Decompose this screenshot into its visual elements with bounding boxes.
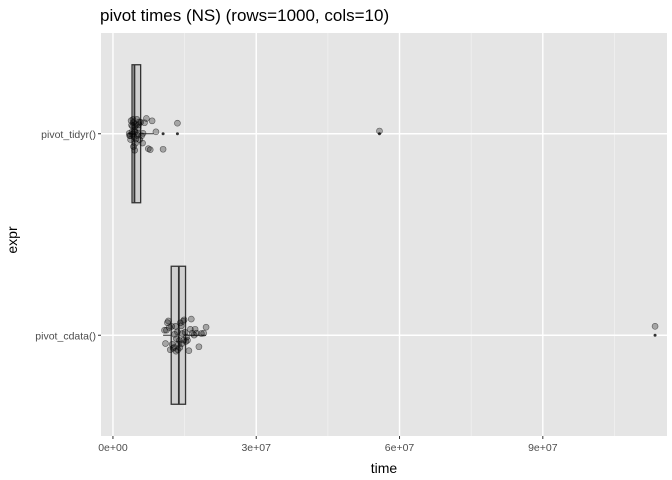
jitter-point [152, 128, 160, 136]
y-axis-title: expr [4, 226, 20, 254]
jitter-point [146, 146, 154, 154]
jitter-point [176, 344, 184, 351]
x-axis-ticks: 0e+00 3e+07 6e+07 9e+07 [98, 436, 558, 454]
jitter-point [144, 145, 152, 152]
x-tick-label: 6e+07 [385, 442, 415, 454]
jitter-point [198, 330, 205, 337]
boxplot-1 [161, 265, 659, 405]
chart-marks [125, 64, 659, 405]
jitter-point [191, 325, 199, 333]
jitter-point [148, 117, 156, 125]
jitter-point [202, 323, 210, 331]
jitter-point [143, 115, 150, 122]
x-tick-label: 9e+07 [528, 442, 558, 454]
y-axis-ticks: pivot_tidyr() pivot_cdata() [35, 129, 101, 342]
jitter-point [376, 127, 383, 135]
jitter-point [162, 340, 169, 347]
x-tick-label: 0e+00 [98, 442, 128, 454]
jitter-point [200, 329, 207, 337]
jitter-point [134, 132, 141, 139]
jitter-point [180, 316, 188, 324]
jitter-point [131, 146, 138, 154]
jitter-point [185, 347, 193, 355]
jitter-point [193, 329, 200, 337]
outlier-point [175, 132, 179, 136]
chart-title: pivot times (NS) (rows=1000, cols=10) [100, 6, 389, 25]
y-tick-label: pivot_tidyr() [41, 129, 96, 141]
jitter-point [183, 333, 190, 341]
jitter-point [126, 132, 133, 139]
plot-panel [101, 33, 667, 436]
y-tick-label: pivot_cdata() [35, 330, 96, 342]
jitter-point [651, 322, 659, 330]
grid-lines [101, 33, 667, 436]
boxplot-0 [125, 64, 383, 204]
jitter-point [127, 136, 134, 143]
jitter-point [130, 143, 137, 150]
x-axis-title: time [371, 460, 398, 476]
jitter-point [166, 324, 173, 331]
outlier-point [653, 333, 657, 337]
jitter-point [139, 130, 147, 137]
jitter-point [139, 139, 146, 147]
jitter-point [187, 315, 195, 323]
outlier-point [161, 132, 165, 136]
jitter-point [165, 317, 172, 325]
x-tick-label: 3e+07 [241, 442, 271, 454]
jitter-point [135, 118, 143, 126]
jitter-point [134, 124, 142, 132]
jitter-point [159, 145, 167, 153]
jitter-point [195, 343, 203, 351]
jitter-point [181, 328, 189, 336]
jitter-point [187, 325, 194, 333]
jitter-point [174, 119, 181, 127]
jitter-point [168, 341, 176, 348]
jitter-point [178, 340, 186, 347]
